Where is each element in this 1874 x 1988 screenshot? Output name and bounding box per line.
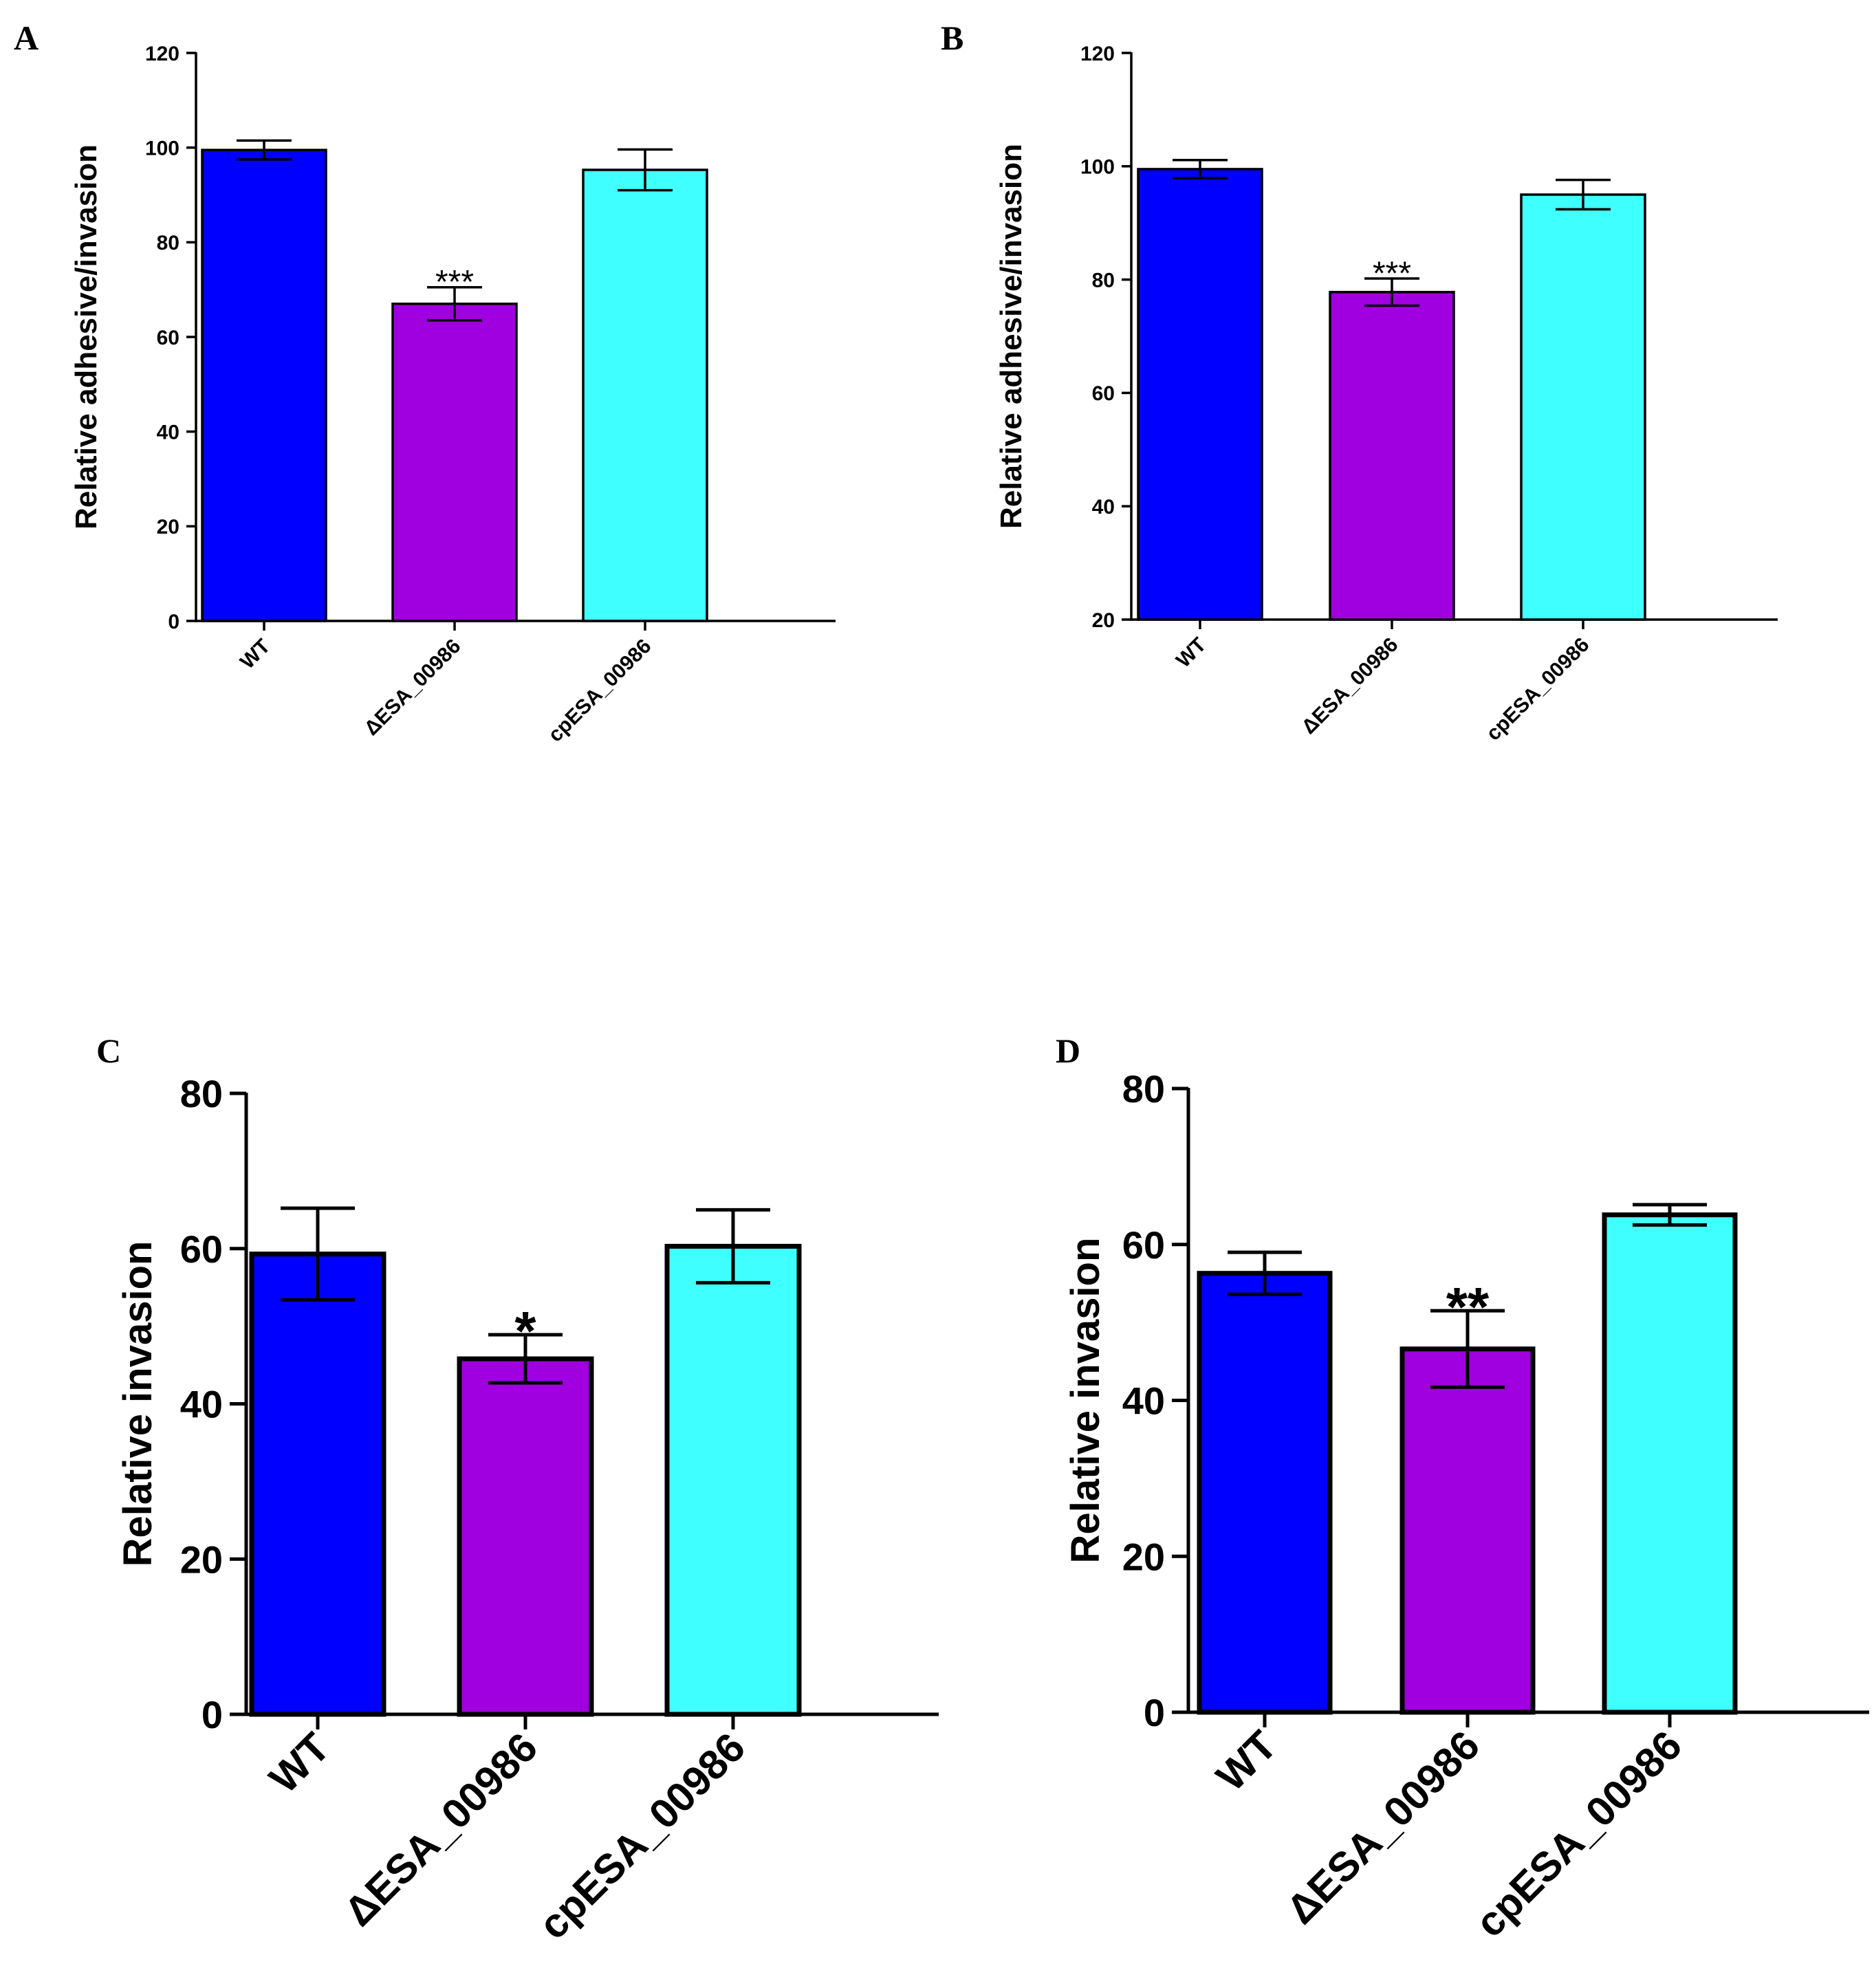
significance-mark: ***: [1373, 255, 1411, 292]
bar-mutant: [391, 303, 518, 622]
y-tick-label: 60: [157, 327, 179, 349]
panel-b: B 20 40 60 80 100 120 Relative adhesive/invasio…: [941, 19, 1778, 745]
y-axis-label: Relative adhesive/invasion: [69, 144, 103, 529]
y-tick-label: 60: [1122, 1223, 1165, 1267]
x-category-label: cpESA_00986: [1466, 1722, 1690, 1946]
y-tick-label: 0: [201, 1693, 223, 1736]
bar-complement: [582, 168, 708, 622]
bar-complement: [1602, 1212, 1738, 1715]
significance-mark: ***: [435, 264, 474, 301]
panel-letter: B: [941, 19, 963, 57]
bar-wt: [201, 149, 327, 622]
y-tick-label: 100: [145, 137, 179, 160]
x-category-label: cpESA_00986: [530, 1724, 754, 1948]
bar-wt: [249, 1252, 386, 1717]
y-tick-label: 40: [157, 421, 179, 444]
y-tick-label: 0: [168, 611, 179, 633]
y-axis-label: Relative invasion: [1063, 1238, 1108, 1564]
x-category-label: ΔESA_00986: [1278, 1722, 1489, 1933]
y-tick-label: 80: [157, 232, 179, 254]
y-tick-label: 20: [1122, 1535, 1165, 1578]
y-tick-label: 80: [1092, 269, 1115, 292]
panel-letter: C: [96, 1031, 121, 1070]
y-tick-label: 80: [1122, 1067, 1165, 1111]
x-category-label: cpESA_00986: [1482, 633, 1594, 745]
bar-mutant: [457, 1356, 594, 1717]
y-tick-label: 100: [1080, 156, 1115, 179]
x-category-label: ΔESA_00986: [1297, 633, 1402, 739]
y-tick-label: 20: [180, 1538, 223, 1581]
bar-wt: [1137, 168, 1263, 621]
significance-mark: *: [514, 1300, 536, 1362]
x-category-label: WT: [1208, 1722, 1285, 1800]
panel-a: A 0 20 40 60 80 100 120 Relative adhesive/invasi…: [14, 19, 836, 747]
y-tick-label: 0: [1144, 1691, 1165, 1734]
x-category-label: ΔESA_00986: [336, 1724, 547, 1935]
bar-complement: [664, 1243, 802, 1717]
y-tick-label: 60: [180, 1227, 223, 1271]
y-tick-label: 120: [145, 43, 179, 65]
y-axis-label: Relative adhesive/invasion: [994, 144, 1028, 529]
bar-mutant: [1399, 1346, 1536, 1715]
bar-complement: [1520, 193, 1646, 621]
panel-letter: D: [1056, 1031, 1080, 1070]
x-category-label: WT: [1172, 633, 1210, 672]
y-tick-label: 40: [1092, 496, 1115, 518]
x-category-label: cpESA_00986: [544, 635, 656, 747]
y-tick-label: 20: [1092, 609, 1115, 632]
bar-wt: [1197, 1271, 1333, 1715]
y-tick-label: 120: [1080, 43, 1115, 65]
x-category-label: WT: [236, 635, 274, 673]
y-tick-label: 20: [157, 516, 179, 538]
y-tick-label: 60: [1092, 382, 1115, 405]
y-axis-label: Relative invasion: [116, 1241, 160, 1567]
y-tick-label: 40: [1122, 1379, 1165, 1423]
panel-letter: A: [14, 19, 39, 57]
bar-mutant: [1329, 290, 1455, 621]
x-category-label: ΔESA_00986: [360, 635, 465, 740]
x-category-label: WT: [261, 1724, 338, 1802]
significance-mark: **: [1446, 1276, 1490, 1337]
y-tick-label: 40: [180, 1383, 223, 1426]
y-tick-label: 80: [180, 1072, 223, 1115]
